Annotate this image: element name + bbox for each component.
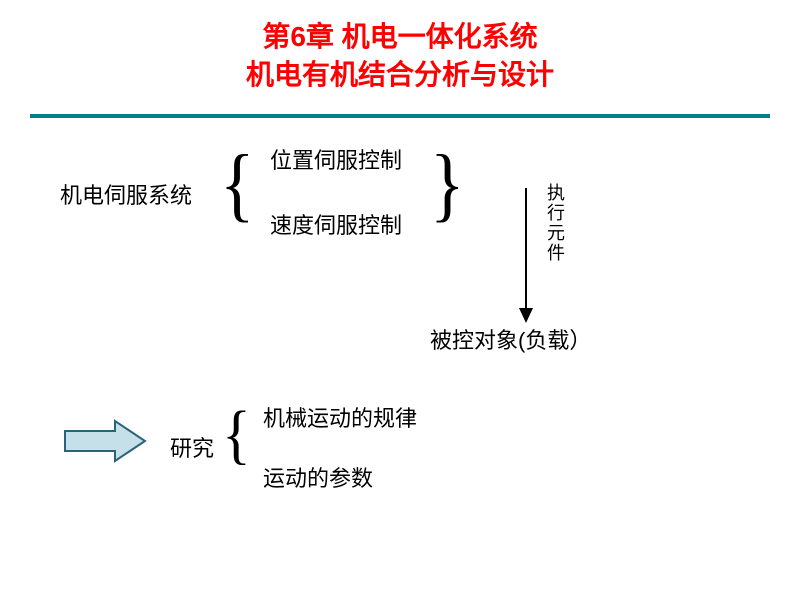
chapter-prefix: 第	[262, 21, 290, 52]
left-brace-2: {	[222, 401, 251, 467]
position-control-label: 位置伺服控制	[270, 143, 402, 175]
research-label: 研究	[170, 431, 214, 463]
down-arrow	[516, 188, 536, 323]
controlled-object-label: 被控对象(负载）	[430, 323, 591, 355]
right-brace-1: }	[430, 142, 465, 225]
speed-control-label: 速度伺服控制	[270, 208, 402, 240]
mechanical-law-label: 机械运动的规律	[263, 401, 417, 433]
actuator-label: 执行元件	[542, 183, 568, 263]
motion-param-label: 运动的参数	[263, 461, 373, 493]
slide-title: 第6章 机电一体化系统 机电有机结合分析与设计	[0, 0, 800, 106]
diagram-canvas: 机电伺服系统 { 位置伺服控制 速度伺服控制 } 执行元件 被控对象(负载） 研…	[0, 118, 800, 598]
left-brace-1: {	[220, 142, 255, 225]
subtitle: 机电有机结合分析与设计	[0, 56, 800, 94]
block-arrow-icon	[60, 416, 150, 466]
chapter-number: 6	[290, 21, 306, 52]
chapter-suffix: 章 机电一体化系统	[306, 21, 538, 52]
servo-system-label: 机电伺服系统	[60, 178, 192, 210]
